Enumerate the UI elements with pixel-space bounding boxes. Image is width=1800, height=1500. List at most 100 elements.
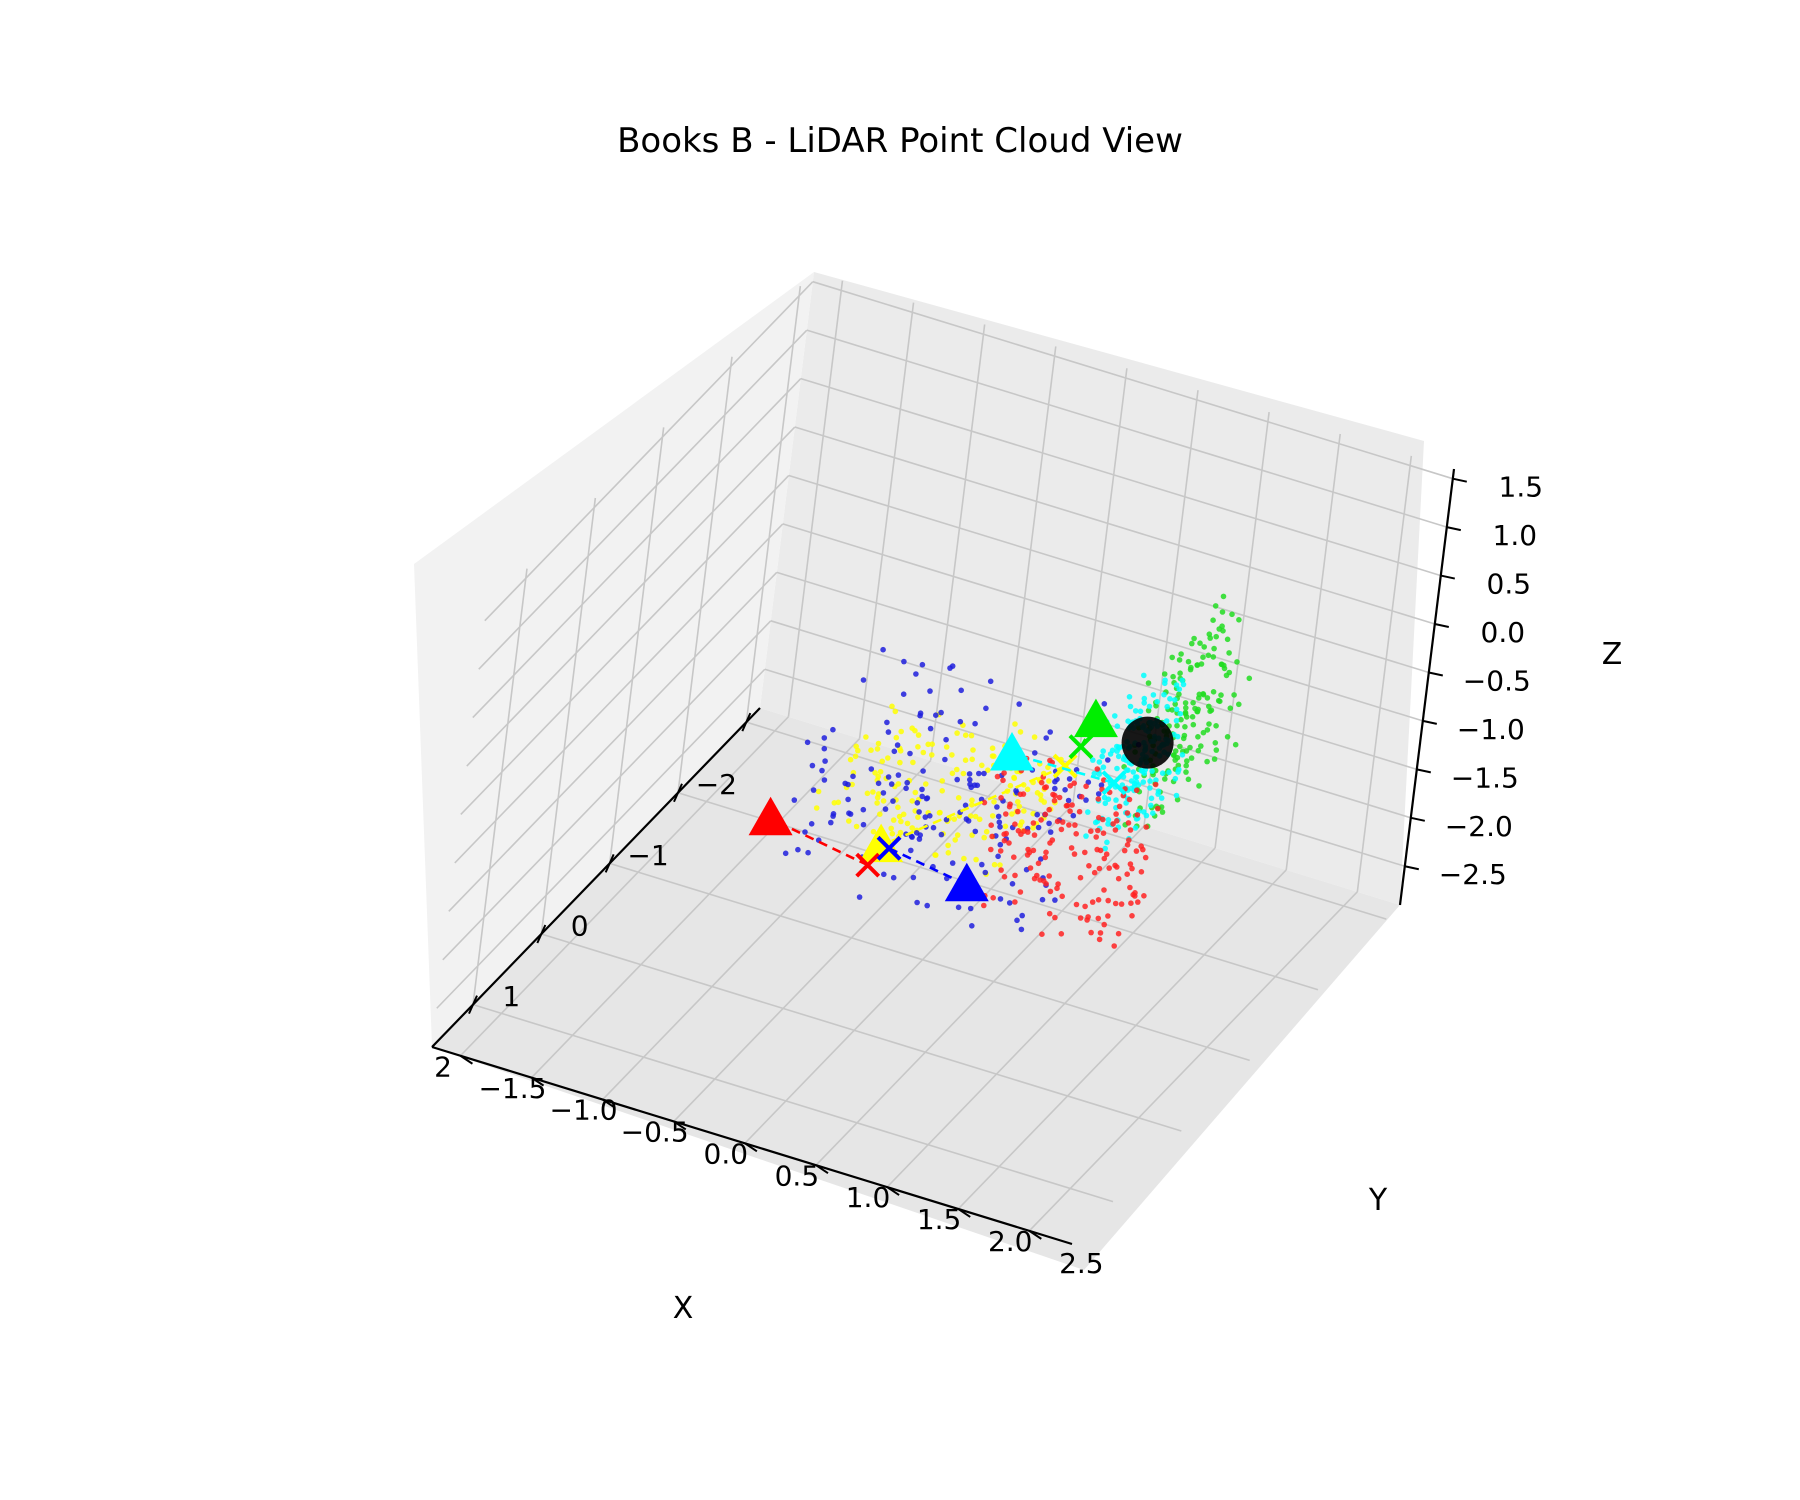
cloud-point xyxy=(895,772,902,778)
cloud-point xyxy=(961,855,967,862)
cloud-point xyxy=(939,788,945,794)
cloud-point xyxy=(1115,930,1122,937)
gridline xyxy=(448,571,778,912)
gridline xyxy=(1214,411,1270,849)
cloud-point xyxy=(1210,689,1217,695)
sensor-triangle-icon xyxy=(1073,698,1118,738)
cloud-point xyxy=(1142,854,1149,861)
cloud-point xyxy=(1145,680,1152,686)
cloud-point xyxy=(1003,830,1009,837)
cloud-point xyxy=(963,816,970,822)
cloud-point xyxy=(1077,874,1084,881)
cloud-point xyxy=(895,804,901,811)
cloud-point xyxy=(1046,806,1052,813)
z-tick-mark xyxy=(1434,623,1450,629)
cloud-point xyxy=(1236,617,1242,623)
cloud-point xyxy=(924,795,931,801)
cloud-point xyxy=(877,811,883,817)
cloud-point xyxy=(1046,778,1052,784)
cloud-point xyxy=(1211,645,1217,652)
cloud-point xyxy=(1236,701,1242,708)
cloud-point xyxy=(1141,893,1147,899)
cloud-point xyxy=(895,781,902,787)
cloud-point xyxy=(885,729,892,735)
sensor-origin-x-icon xyxy=(1101,770,1127,796)
cloud-point xyxy=(1246,675,1253,682)
y-tick-mark xyxy=(459,1054,473,1065)
cloud-point xyxy=(919,786,925,793)
cloud-point xyxy=(1141,809,1147,815)
cloud-point xyxy=(1082,849,1088,856)
cloud-point xyxy=(900,691,907,697)
cloud-point xyxy=(1014,917,1020,924)
x-tick-label: 1 xyxy=(502,980,520,1013)
cloud-point xyxy=(1207,635,1213,641)
cloud-point xyxy=(1150,810,1156,816)
cloud-point xyxy=(1126,837,1132,843)
cloud-point xyxy=(1190,700,1196,706)
cloud-point xyxy=(1124,810,1131,816)
cloud-point xyxy=(1159,809,1166,815)
cloud-point xyxy=(1095,915,1102,922)
cloud-point xyxy=(1143,824,1149,830)
cloud-point xyxy=(884,719,890,726)
cloud-point xyxy=(943,736,949,743)
cloud-point xyxy=(1169,654,1175,661)
cloud-point xyxy=(1231,692,1237,698)
cloud-point xyxy=(976,816,983,823)
cloud-point xyxy=(1083,833,1089,839)
cloud-point xyxy=(1197,640,1203,646)
cloud-point xyxy=(1164,703,1170,710)
cloud-point xyxy=(1127,703,1134,710)
cloud-point xyxy=(1152,781,1159,788)
z-tick-label: 0.0 xyxy=(1481,616,1526,649)
cloud-point xyxy=(983,705,989,712)
sensor-ray xyxy=(770,817,869,867)
cloud-point xyxy=(927,813,933,819)
gridline xyxy=(602,759,932,1101)
cloud-point xyxy=(1178,716,1184,723)
cloud-point xyxy=(1121,847,1128,854)
cloud-point xyxy=(1035,824,1042,831)
cloud-point xyxy=(1219,623,1225,629)
cloud-point xyxy=(1100,764,1107,770)
cloud-point xyxy=(864,790,871,797)
cloud-point xyxy=(1133,787,1140,794)
cloud-point xyxy=(979,762,985,769)
cloud-point xyxy=(892,708,899,715)
cloud-point xyxy=(822,758,828,764)
cloud-point xyxy=(1148,795,1155,802)
cloud-point xyxy=(1105,817,1112,823)
cloud-point xyxy=(936,810,943,816)
cloud-point xyxy=(1085,779,1092,785)
cloud-point xyxy=(1045,764,1051,771)
cloud-point xyxy=(1043,735,1049,741)
cloud-point xyxy=(1184,758,1190,764)
cloud-point xyxy=(1188,664,1194,671)
gridline xyxy=(442,620,772,961)
cloud-point xyxy=(1112,900,1119,907)
cloud-point xyxy=(1166,769,1172,776)
cloud-point xyxy=(1205,652,1212,659)
cloud-point xyxy=(1161,691,1167,698)
cloud-point xyxy=(830,813,836,819)
cloud-point xyxy=(1001,874,1008,880)
cloud-point xyxy=(1021,808,1027,814)
cloud-point xyxy=(998,867,1004,873)
cloud-point xyxy=(856,894,863,900)
center-marker xyxy=(1121,716,1174,769)
sensor-ray xyxy=(880,764,1066,847)
cloud-point xyxy=(894,742,901,748)
cloud-point xyxy=(1220,628,1226,634)
cloud-point xyxy=(915,732,922,738)
cloud-point xyxy=(875,780,882,787)
cloud-point xyxy=(1211,756,1218,762)
x-axis-line xyxy=(431,707,761,1048)
cloud-point xyxy=(1059,819,1066,825)
cloud-point xyxy=(889,703,895,710)
cloud-point xyxy=(914,899,920,906)
cloud-point xyxy=(1037,877,1043,883)
cloud-point xyxy=(1114,818,1120,824)
cloud-point xyxy=(1135,899,1141,905)
cloud-point xyxy=(1179,677,1185,684)
